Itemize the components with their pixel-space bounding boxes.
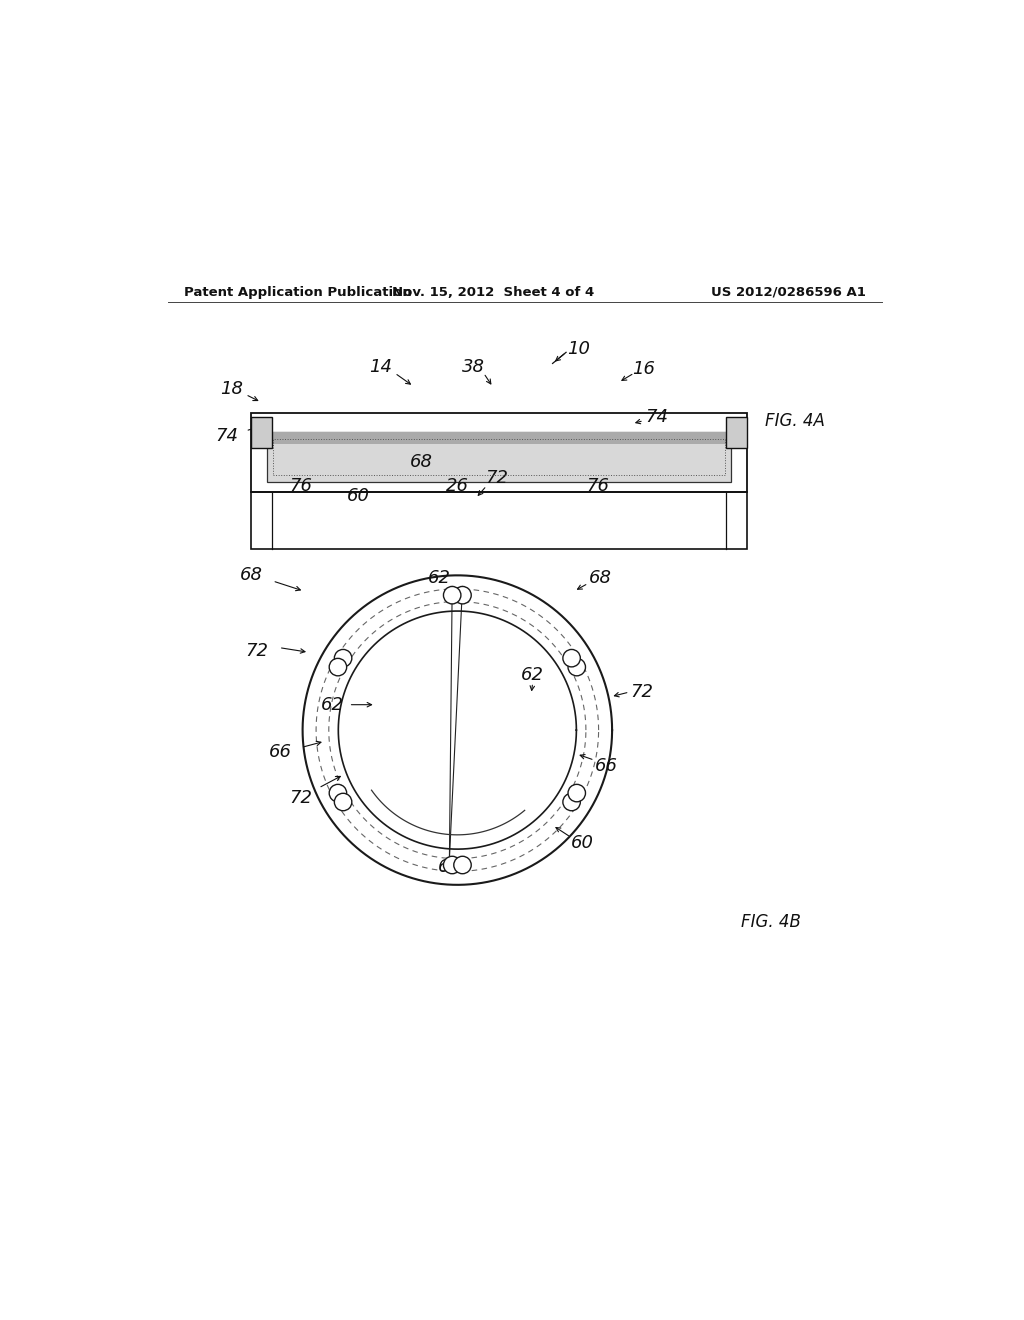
Bar	[273, 438, 725, 475]
Text: 18: 18	[220, 380, 243, 397]
Circle shape	[454, 857, 471, 874]
Bar	[726, 417, 748, 449]
Circle shape	[563, 649, 581, 667]
Text: 62: 62	[521, 665, 544, 684]
Text: 72: 72	[290, 788, 312, 807]
Text: FIG. 4B: FIG. 4B	[741, 913, 801, 931]
Text: 76: 76	[290, 477, 312, 495]
Circle shape	[568, 659, 586, 676]
Text: 68: 68	[240, 566, 262, 585]
Circle shape	[568, 784, 586, 801]
Bar	[267, 433, 731, 444]
Text: 60: 60	[570, 834, 594, 851]
Bar	[251, 492, 748, 549]
Text: 62: 62	[428, 569, 451, 586]
Text: Patent Application Publication: Patent Application Publication	[183, 285, 412, 298]
Text: 38: 38	[462, 358, 484, 376]
Text: 14: 14	[369, 358, 392, 376]
Text: 66: 66	[438, 858, 461, 876]
Text: 60: 60	[347, 487, 370, 506]
Circle shape	[329, 659, 347, 676]
Bar	[267, 433, 731, 482]
Text: 74: 74	[216, 428, 239, 445]
Circle shape	[329, 784, 347, 801]
Text: US 2012/0286596 A1: US 2012/0286596 A1	[712, 285, 866, 298]
Circle shape	[454, 586, 471, 605]
Text: Nov. 15, 2012  Sheet 4 of 4: Nov. 15, 2012 Sheet 4 of 4	[392, 285, 594, 298]
Text: 74: 74	[645, 408, 668, 426]
Circle shape	[443, 857, 461, 874]
Bar	[251, 417, 271, 449]
Text: 10: 10	[567, 341, 590, 358]
Text: 68: 68	[589, 569, 611, 586]
Text: 26: 26	[445, 477, 469, 495]
Text: 72: 72	[245, 642, 268, 660]
Text: 72: 72	[485, 469, 509, 487]
Text: 66: 66	[595, 756, 618, 775]
Circle shape	[563, 793, 581, 810]
Bar	[251, 413, 748, 492]
Text: 72: 72	[631, 682, 653, 701]
Text: 68: 68	[411, 453, 433, 471]
Text: 16: 16	[633, 360, 655, 378]
Text: 76: 76	[587, 477, 609, 495]
Circle shape	[443, 586, 461, 605]
Text: 62: 62	[322, 696, 344, 714]
Circle shape	[335, 793, 352, 810]
Circle shape	[335, 649, 352, 667]
Text: FIG. 4A: FIG. 4A	[765, 412, 824, 429]
Text: 66: 66	[269, 743, 292, 762]
